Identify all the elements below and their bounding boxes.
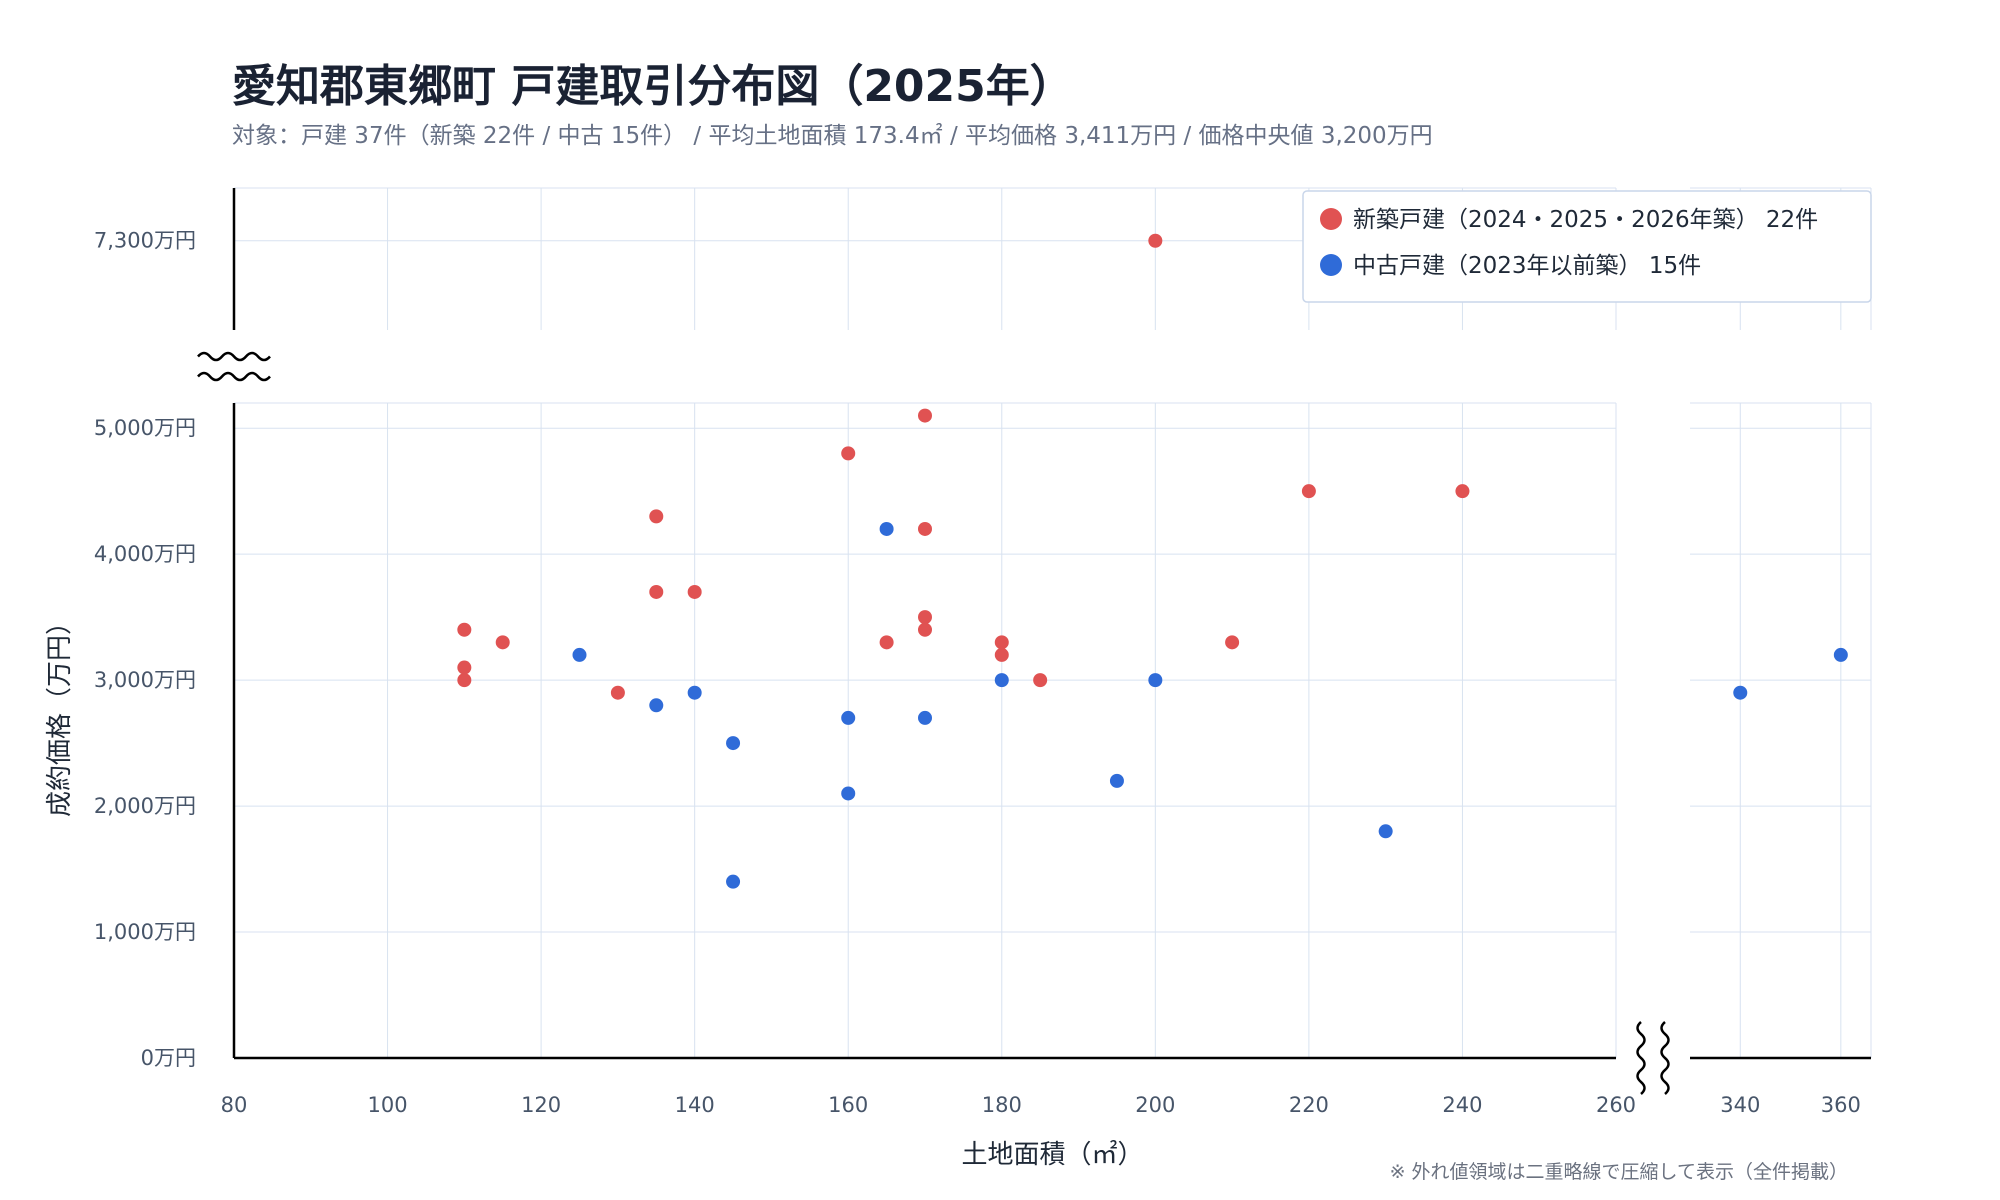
- x-tick-label: 100: [368, 1093, 408, 1117]
- data-point: [1733, 685, 1748, 700]
- legend-entry: 中古戸建（2023年以前築） 15件: [1353, 253, 1701, 279]
- data-point: [1109, 773, 1124, 788]
- data-point: [610, 685, 625, 700]
- data-point: [1833, 647, 1848, 662]
- data-point: [918, 610, 932, 625]
- legend-box: [1302, 190, 1872, 303]
- data-point: [918, 710, 932, 725]
- y-tick-label: 1,000万円: [94, 920, 196, 944]
- y-tick-label: 3,000万円: [94, 668, 196, 692]
- data-point: [879, 521, 894, 536]
- data-point: [841, 786, 856, 801]
- chart-subtitle: 対象：戸建 37件（新築 22件 / 中古 15件） / 平均土地面積 173.…: [232, 123, 1433, 149]
- legend: 新築戸建（2024・2025・2026年築） 22件中古戸建（2023年以前築）…: [1302, 190, 1872, 303]
- x-tick-label: 140: [675, 1093, 715, 1117]
- data-point: [649, 509, 664, 524]
- y-tick-label: 5,000万円: [94, 416, 196, 440]
- data-point: [918, 521, 932, 536]
- data-point: [649, 584, 664, 599]
- x-tick-label: 120: [521, 1093, 561, 1117]
- data-point: [572, 647, 587, 662]
- legend-entry: 新築戸建（2024・2025・2026年築） 22件: [1353, 207, 1818, 233]
- data-point: [1225, 635, 1240, 650]
- y-axis-break-mark: [197, 351, 271, 362]
- data-point: [457, 673, 472, 688]
- data-point: [994, 673, 1009, 688]
- data-point: [649, 698, 664, 713]
- data-point: [687, 685, 702, 700]
- axes: [197, 188, 1871, 1095]
- data-point: [1148, 673, 1163, 688]
- data-points: [457, 233, 1848, 889]
- grid-lines: [233, 187, 1872, 1059]
- data-point: [1301, 484, 1316, 499]
- data-point: [1033, 673, 1048, 688]
- data-point: [918, 408, 932, 423]
- data-point: [1455, 484, 1470, 499]
- y-axis-break-mark: [197, 371, 271, 382]
- data-point: [726, 736, 741, 751]
- x-tick-label: 160: [828, 1093, 868, 1117]
- data-point: [457, 660, 472, 675]
- x-tick-label: 360: [1821, 1093, 1861, 1117]
- data-point: [841, 446, 856, 461]
- data-point: [841, 710, 856, 725]
- x-tick-label: 240: [1442, 1093, 1482, 1117]
- x-tick-label: 200: [1135, 1093, 1175, 1117]
- legend-marker: [1320, 208, 1342, 230]
- y-tick-label: 2,000万円: [94, 794, 196, 818]
- data-point: [994, 647, 1009, 662]
- data-point: [687, 584, 702, 599]
- x-tick-label: 340: [1720, 1093, 1760, 1117]
- x-axis-label: 土地面積（㎡）: [961, 1140, 1143, 1170]
- x-tick-label: 220: [1289, 1093, 1329, 1117]
- chart-title: 愛知郡東郷町 戸建取引分布図（2025年）: [232, 61, 1074, 112]
- data-point: [1148, 233, 1163, 248]
- legend-marker: [1320, 254, 1342, 276]
- data-point: [1378, 824, 1393, 839]
- data-point: [994, 635, 1009, 650]
- x-axis-break-mark: [1636, 1021, 1646, 1095]
- y-tick-label: 0万円: [141, 1046, 196, 1070]
- footnote: ※ 外れ値領域は二重略線で圧縮して表示（全件掲載）: [1389, 1161, 1848, 1183]
- data-point: [726, 874, 741, 889]
- data-point: [879, 635, 894, 650]
- tick-labels: 80 100 120 140 160 180 200 220 240 260 340 360 0万円 1,…: [94, 229, 1861, 1117]
- x-tick-label: 180: [982, 1093, 1022, 1117]
- x-axis-break-mark: [1660, 1021, 1670, 1095]
- data-point: [495, 635, 510, 650]
- data-point: [918, 622, 932, 637]
- data-point: [457, 622, 472, 637]
- x-tick-label: 260: [1596, 1093, 1636, 1117]
- y-tick-label: 4,000万円: [94, 542, 196, 566]
- y-tick-label: 7,300万円: [94, 229, 196, 253]
- x-tick-label: 80: [221, 1093, 248, 1117]
- y-axis-label: 成約価格（万円）: [45, 609, 75, 817]
